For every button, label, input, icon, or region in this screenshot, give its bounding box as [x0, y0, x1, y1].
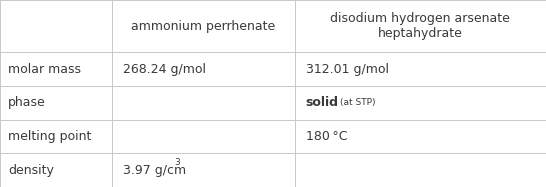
Text: 3: 3	[175, 158, 181, 167]
Text: 268.24 g/mol: 268.24 g/mol	[123, 63, 206, 76]
Text: ammonium perrhenate: ammonium perrhenate	[131, 20, 276, 33]
Text: phase: phase	[8, 96, 46, 109]
Text: 312.01 g/mol: 312.01 g/mol	[306, 63, 389, 76]
Text: solid: solid	[306, 96, 339, 109]
Text: 180 °C: 180 °C	[306, 130, 347, 143]
Text: disodium hydrogen arsenate
heptahydrate: disodium hydrogen arsenate heptahydrate	[330, 12, 511, 40]
Text: molar mass: molar mass	[8, 63, 81, 76]
Text: density: density	[8, 164, 54, 177]
Text: melting point: melting point	[8, 130, 92, 143]
Text: 3.97 g/cm: 3.97 g/cm	[123, 164, 186, 177]
Text: (at STP): (at STP)	[340, 98, 375, 107]
